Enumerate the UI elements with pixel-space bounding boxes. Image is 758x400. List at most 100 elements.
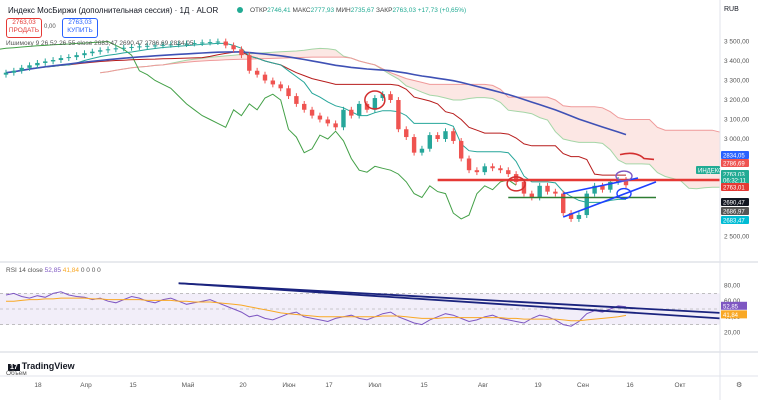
- sell-price: 2763,03: [12, 19, 36, 26]
- price-tag-label: 2763,03: [723, 173, 745, 179]
- senkou-span-a-line: [100, 47, 721, 190]
- price-tag: [721, 207, 749, 215]
- candle-body: [105, 49, 111, 51]
- time-tick-label: Июл: [368, 382, 381, 389]
- rsi-pane: [0, 282, 721, 327]
- candle-body: [600, 185, 605, 190]
- candle-body: [364, 103, 370, 110]
- rsi-trend-line: [178, 282, 721, 314]
- candle-body: [506, 170, 511, 175]
- price-tick-label: 3 100,00: [724, 117, 750, 124]
- candle-body: [561, 193, 566, 214]
- sell-button[interactable]: 2763,03 ПРОДАТЬ: [6, 18, 42, 38]
- candle-body: [35, 62, 40, 66]
- price-tag-label: 2686,97: [723, 210, 745, 216]
- price-tag: [721, 183, 749, 191]
- sell-label: ПРОДАТЬ: [8, 27, 40, 34]
- candle-body: [341, 109, 346, 128]
- symbol-title[interactable]: Индекс МосБиржи (дополнительная сессия) …: [8, 6, 219, 15]
- price-tag: [721, 159, 749, 167]
- candle-body: [584, 193, 589, 216]
- market-status-icon: [237, 7, 243, 13]
- candle-body: [568, 213, 574, 219]
- rsi-legend[interactable]: RSI 14 close 52,85 41,84 0 0 0 0: [6, 267, 101, 274]
- candle-body: [623, 179, 629, 186]
- candle-body: [66, 57, 71, 59]
- candle-body: [474, 170, 480, 173]
- tv-icon: 17: [8, 364, 20, 371]
- candle-body: [278, 84, 283, 89]
- tradingview-logo: 17 TradingView: [8, 361, 75, 371]
- price-tag-label: 06:32:11: [723, 179, 747, 185]
- buy-price: 2763,03: [68, 19, 92, 26]
- candle-body: [262, 74, 268, 81]
- chart-header: Индекс МосБиржи (дополнительная сессия) …: [0, 0, 720, 20]
- candle-body: [576, 215, 582, 219]
- candle-body: [411, 137, 417, 153]
- settings-gear-icon[interactable]: ⚙: [736, 382, 743, 389]
- candle-body: [82, 53, 87, 56]
- candle-body: [97, 50, 103, 52]
- candle-body: [207, 42, 213, 44]
- time-tick-label: 16: [626, 382, 634, 389]
- candle-body: [545, 185, 550, 192]
- candle-body: [490, 166, 495, 169]
- candle-body: [160, 44, 166, 46]
- tenkan-line: [5, 42, 626, 203]
- annotation-circle: [364, 90, 386, 110]
- candle-body: [129, 46, 134, 48]
- candle-body: [419, 148, 425, 153]
- currency-label[interactable]: RUB: [724, 6, 739, 13]
- price-tag: [721, 216, 749, 224]
- ichimoku-legend[interactable]: Ишимоку 9 26 52 26 55 close 2683,47 2690…: [6, 40, 194, 47]
- time-tick-label: 15: [129, 382, 137, 389]
- time-tick-label: Апр: [80, 382, 92, 389]
- rsi-ma-tag-label: 41,84: [723, 313, 739, 319]
- candle-body: [333, 123, 338, 128]
- candle-body: [388, 94, 393, 100]
- candle-body: [317, 115, 323, 120]
- annotation-circle: [615, 170, 633, 182]
- moving-average-line: [5, 51, 627, 136]
- volume-label: Объем: [6, 370, 27, 377]
- candle-body: [215, 41, 221, 43]
- annotation-circle: [506, 176, 526, 192]
- candle-body: [113, 48, 119, 50]
- candle-body: [192, 43, 197, 45]
- candle-body: [223, 41, 228, 46]
- candle-body: [396, 100, 401, 130]
- candle-body: [11, 70, 17, 73]
- candle-body: [458, 140, 464, 159]
- time-tick-label: Авг: [478, 382, 489, 389]
- annotation-circle: [616, 187, 632, 200]
- price-tick-label: 3 300,00: [724, 78, 750, 85]
- candle-body: [43, 61, 48, 63]
- senkou-span-b-line: [100, 56, 721, 133]
- price-tag-label: 2683,47: [723, 219, 745, 225]
- candle-body: [74, 55, 79, 58]
- rsi-ma-line: [6, 297, 627, 322]
- price-tag: [696, 166, 720, 174]
- candle-body: [451, 131, 456, 141]
- ohlc-readout: ОТКР2746,41 МАКС2777,93 МИН2735,67 ЗАКР2…: [250, 7, 467, 14]
- candle-body: [380, 94, 385, 99]
- candle-body: [286, 88, 291, 97]
- candle-body: [553, 191, 558, 194]
- candle-body: [325, 119, 330, 124]
- candle-body: [372, 98, 378, 110]
- price-tag: [721, 151, 749, 159]
- price-pane: [0, 38, 721, 222]
- price-tag: [721, 176, 749, 184]
- price-tick-label: 2 500,00: [724, 234, 750, 241]
- candle-body: [498, 168, 503, 171]
- price-tag: [721, 198, 749, 206]
- buy-button[interactable]: 2763,03 КУПИТЬ: [62, 18, 98, 38]
- price-tick-label: 3 500,00: [724, 39, 750, 46]
- candle-body: [309, 109, 315, 116]
- candle-body: [254, 70, 260, 75]
- ichimoku-cloud: [100, 48, 721, 189]
- rsi-trend-line: [178, 282, 721, 320]
- rsi-tick-label: 60,00: [724, 298, 741, 305]
